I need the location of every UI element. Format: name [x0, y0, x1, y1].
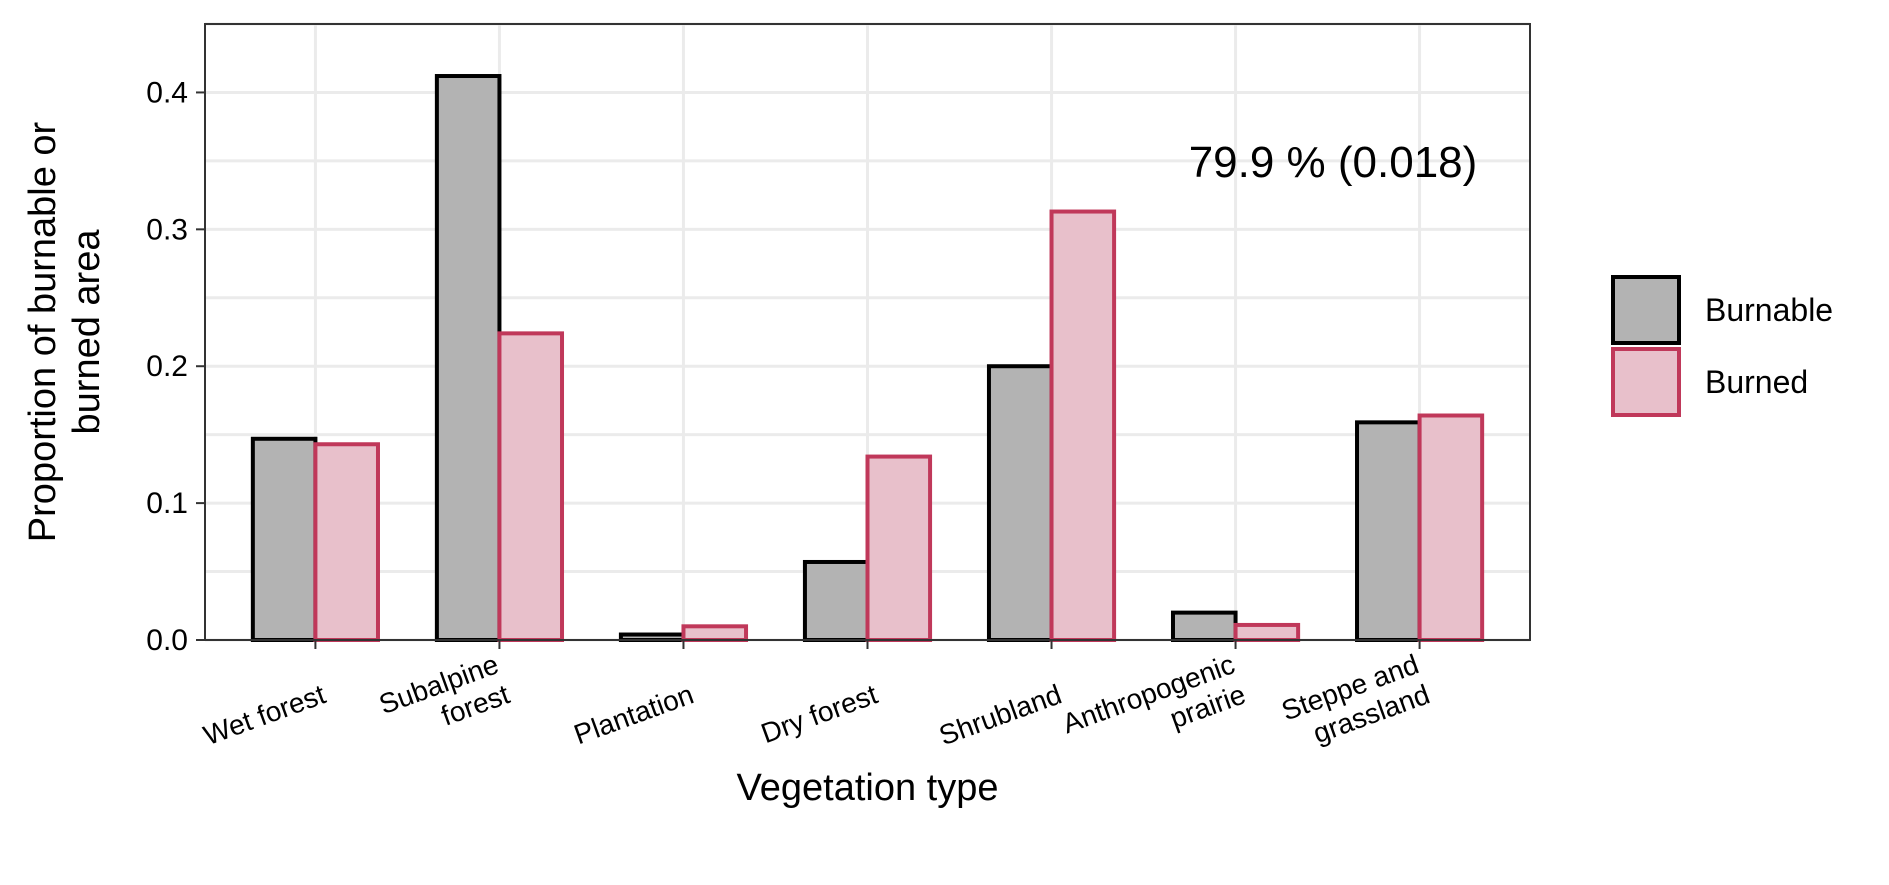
bar-burnable: [802, 559, 870, 642]
y-tick-label: 0.4: [146, 76, 188, 109]
legend-label: Burnable: [1705, 292, 1833, 328]
y-tick-label: 0.2: [146, 350, 188, 383]
bar-burnable: [434, 74, 502, 643]
legend: Burnable Burned: [1611, 275, 1833, 417]
bar-burned: [1049, 209, 1117, 642]
y-tick-label: 0.3: [146, 213, 188, 246]
y-axis-title: Proportion of burnable orburned area: [22, 121, 108, 542]
bar-burned: [313, 442, 380, 643]
bar-burned: [497, 331, 565, 642]
legend-key-burned: [1611, 347, 1681, 417]
bar-burned: [1417, 413, 1485, 642]
y-tick-label: 0.0: [146, 624, 188, 657]
x-tick-label: Wet forest: [199, 678, 329, 751]
legend-label: Burned: [1705, 364, 1808, 400]
bar-burnable: [1355, 420, 1422, 643]
x-tick-label: Dry forest: [757, 678, 882, 749]
annotation-text: 79.9 % (0.018): [1189, 138, 1478, 187]
bar-burned: [1233, 622, 1301, 642]
bar-burned: [865, 454, 933, 642]
bar-burnable: [250, 436, 318, 643]
y-axis-title-text: Proportion of burnable orburned area: [22, 121, 108, 542]
bar-layer: [250, 74, 1485, 643]
y-axis: 0.0 0.1 0.2 0.3 0.4: [146, 76, 205, 657]
bar-burnable: [1170, 610, 1238, 642]
x-tick-label: Shrubland: [935, 679, 1066, 752]
x-tick-label: Plantation: [570, 679, 698, 751]
x-tick-label: Steppe andgrassland: [1277, 648, 1433, 756]
bar-burned: [681, 624, 749, 642]
x-tick-label: Anthropogenicprairie: [1058, 648, 1249, 769]
x-axis-title: Vegetation type: [737, 767, 999, 809]
bar-burnable: [986, 364, 1054, 642]
y-tick-label: 0.1: [146, 487, 188, 520]
legend-key-burnable: [1611, 275, 1681, 345]
x-tick-label: Subalpineforest: [375, 648, 514, 750]
x-axis: Wet forest Subalpineforest Plantation Dry f…: [199, 640, 1434, 769]
